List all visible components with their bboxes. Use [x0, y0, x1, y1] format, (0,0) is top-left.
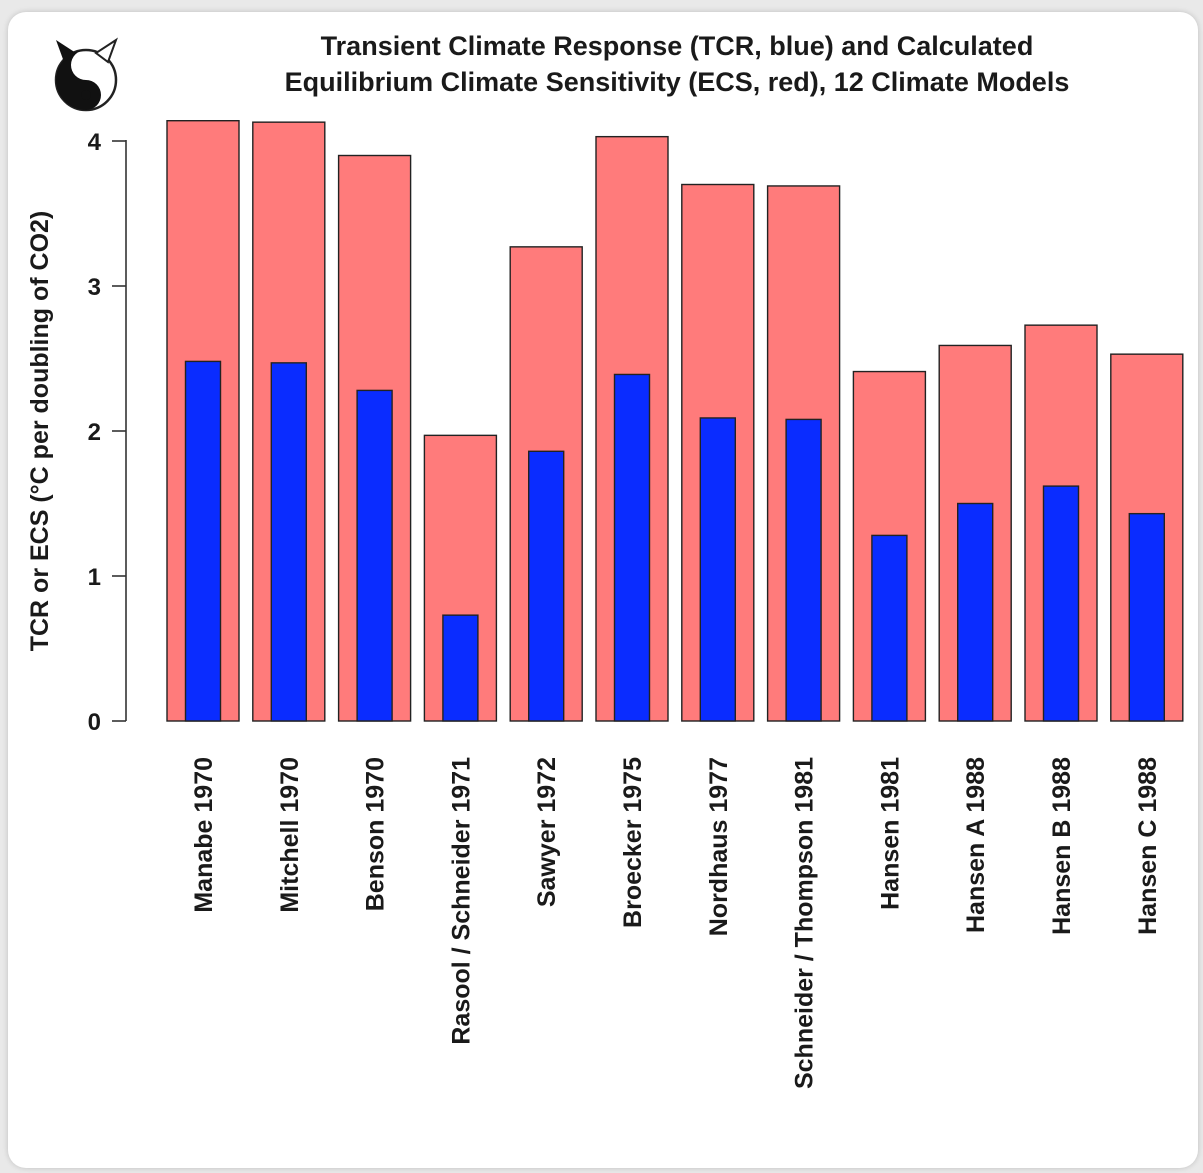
category-label: Rasool / Schneider 1971: [447, 757, 475, 1045]
tcr-bar: [356, 389, 393, 722]
y-axis-ticks: 0 1 2 3 4: [88, 129, 126, 736]
y-tick-label: 1: [88, 564, 101, 591]
bar-chart: Transient Climate Response (TCR, blue) a…: [26, 31, 1184, 1089]
tcr-bar: [270, 362, 307, 722]
category-label: Hansen A 1988: [962, 757, 990, 933]
category-label: Nordhaus 1977: [705, 757, 733, 936]
bars: [166, 119, 1184, 722]
category-labels: Manabe 1970 Mitchell 1970 Benson 1970 Rasoo…: [190, 757, 1162, 1089]
chart-title-line-2: Equilibrium Climate Sensitivity (ECS, re…: [285, 67, 1070, 97]
y-tick-label: 2: [88, 419, 101, 446]
chart-card: Transient Climate Response (TCR, blue) a…: [8, 12, 1198, 1168]
category-label: Manabe 1970: [190, 757, 218, 913]
y-axis-label: TCR or ECS (°C per doubling of CO2): [26, 211, 54, 652]
tcr-bar: [442, 614, 479, 722]
y-tick-label: 4: [88, 129, 102, 156]
tcr-bar: [1128, 512, 1166, 722]
category-label: Hansen C 1988: [1134, 757, 1162, 935]
tcr-bar: [699, 417, 736, 722]
tcr-bar: [785, 418, 822, 722]
tcr-bar: [871, 534, 908, 722]
tcr-bar: [184, 360, 222, 722]
category-label: Sawyer 1972: [533, 757, 561, 907]
category-label: Schneider / Thompson 1981: [791, 757, 819, 1089]
category-label: Hansen B 1988: [1048, 757, 1076, 935]
yin-yang-cat-icon: [54, 37, 118, 112]
category-label: Broecker 1975: [619, 757, 647, 928]
tcr-bar: [1042, 485, 1080, 722]
chart-title-line-1: Transient Climate Response (TCR, blue) a…: [321, 31, 1034, 61]
category-label: Mitchell 1970: [276, 757, 304, 913]
y-tick-label: 3: [88, 274, 101, 301]
tcr-bar: [528, 450, 565, 722]
tcr-bar: [957, 502, 994, 722]
category-label: Benson 1970: [362, 757, 390, 911]
y-tick-label: 0: [88, 709, 101, 736]
tcr-bar: [613, 373, 651, 722]
category-label: Hansen 1981: [876, 757, 904, 910]
